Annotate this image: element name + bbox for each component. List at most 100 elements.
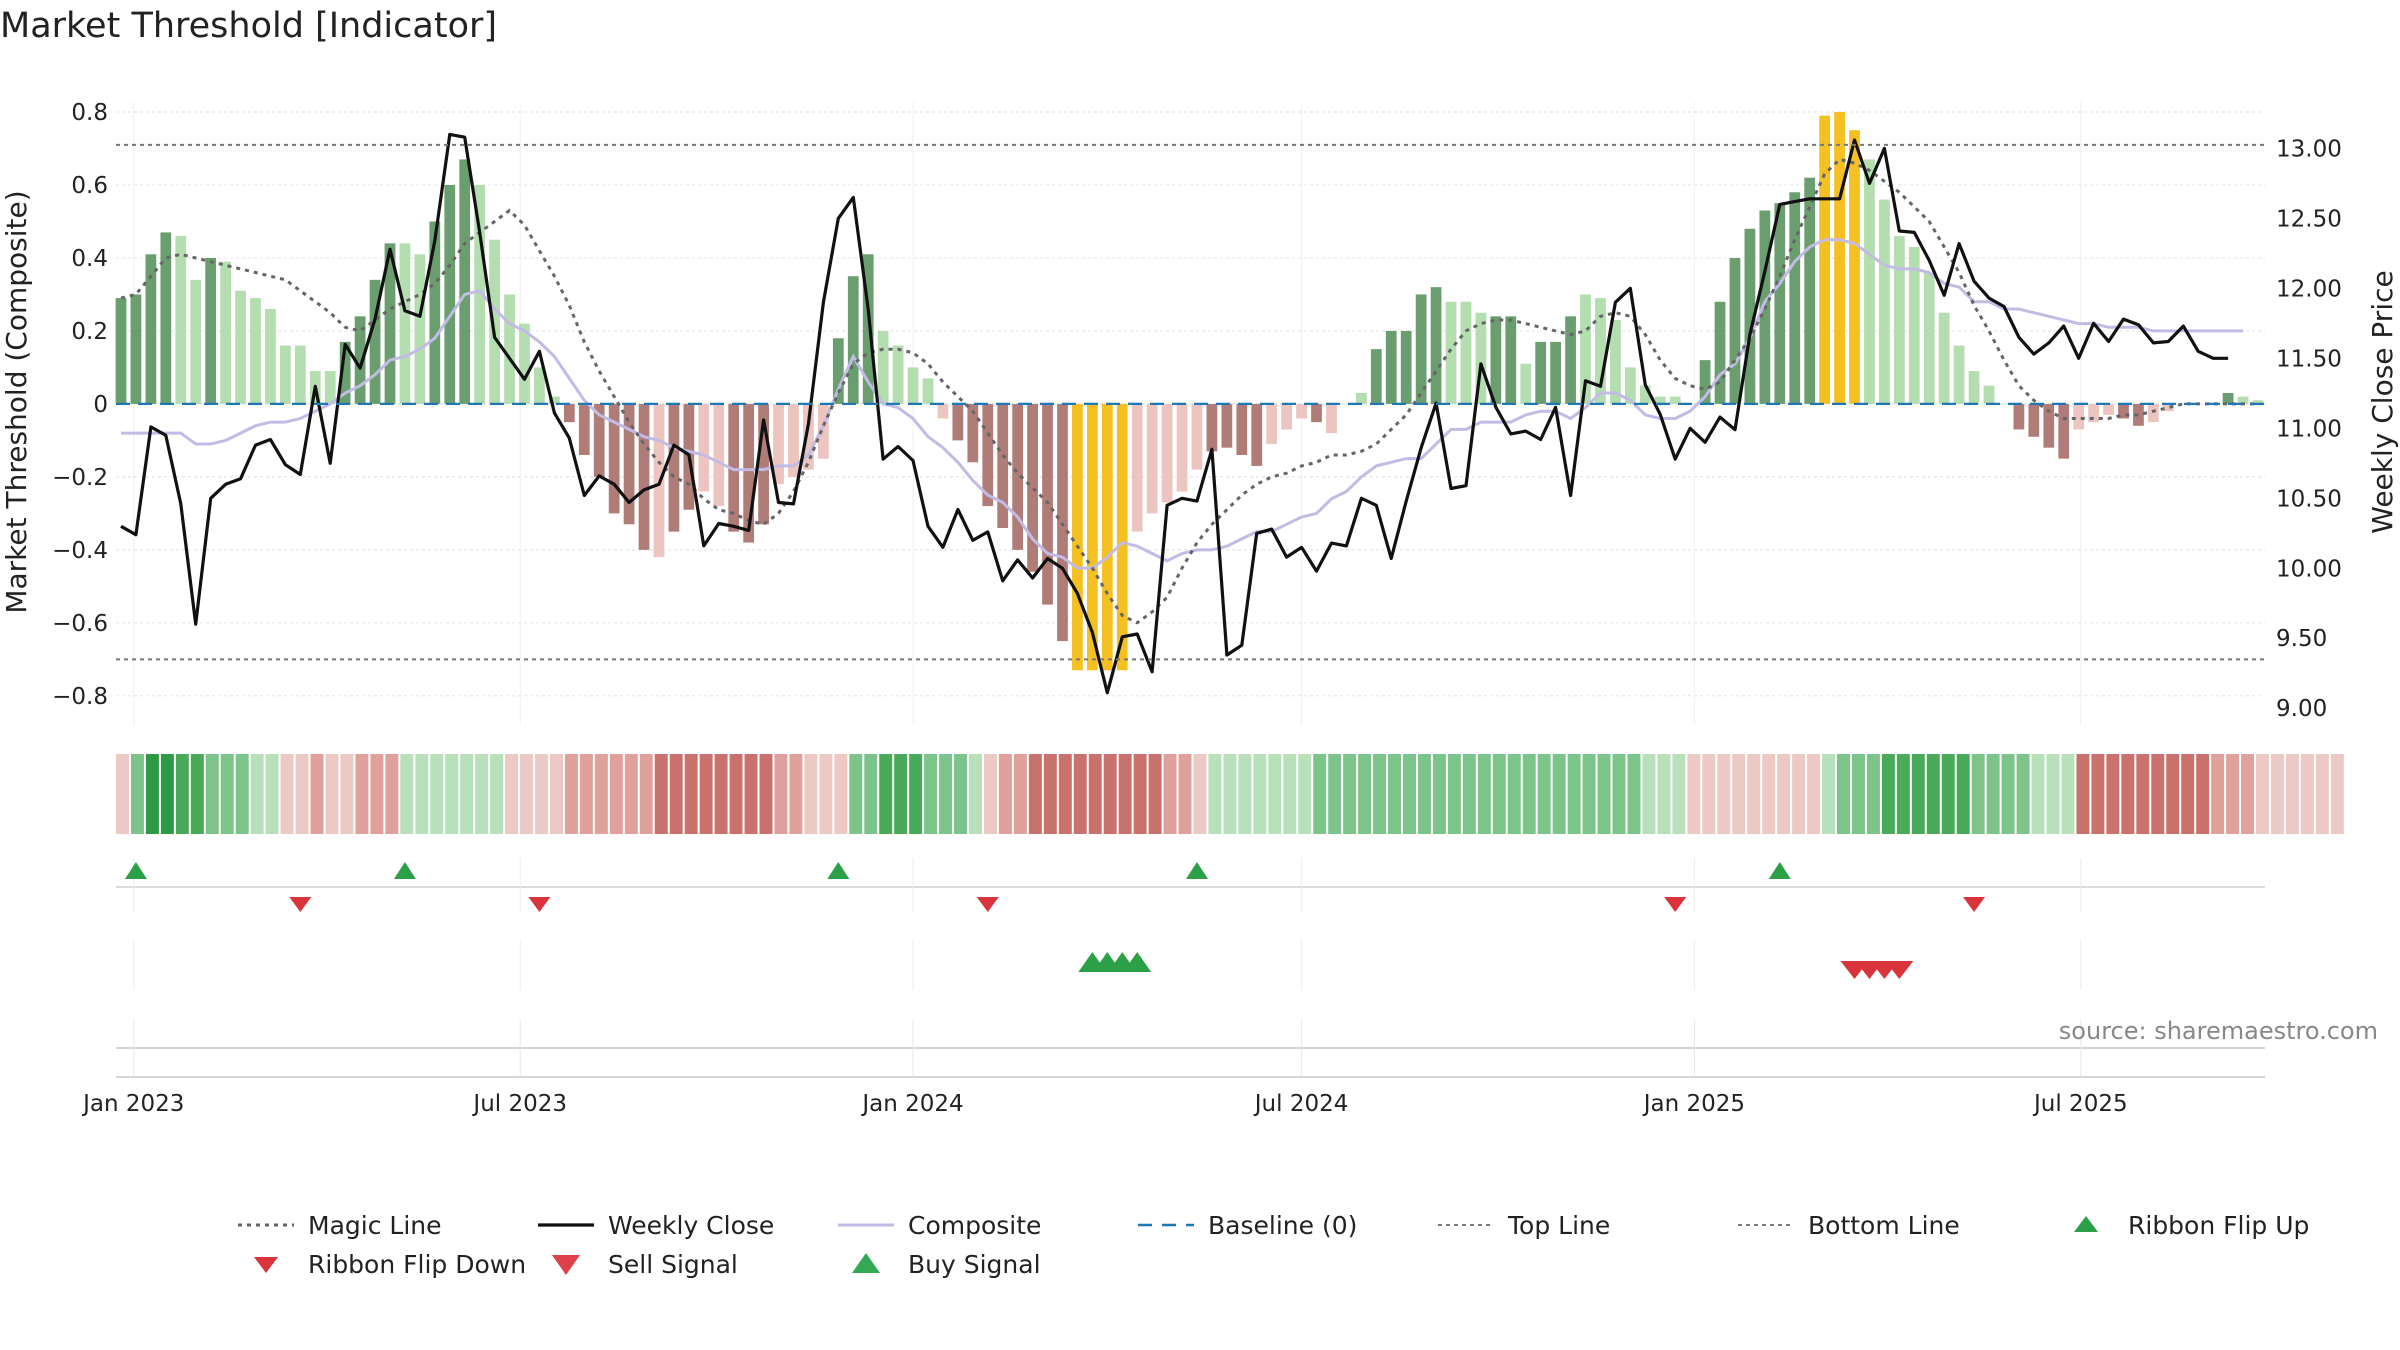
signal-panel <box>133 940 2082 990</box>
x-tick-label: Jul 2023 <box>471 1091 567 1117</box>
ribbon-cell <box>2241 754 2255 834</box>
ribbon-cell <box>280 754 294 834</box>
ribbon-flip-down-marker <box>289 897 312 912</box>
composite-bar <box>1161 403 1173 503</box>
composite-bar <box>638 403 650 550</box>
composite-bar <box>339 341 351 404</box>
composite-bar <box>997 403 1009 528</box>
legend-item: Bottom Line <box>1738 1211 1960 1240</box>
ribbon-cell <box>505 754 519 834</box>
ribbon-cell <box>1792 754 1806 834</box>
composite-bar <box>250 298 261 404</box>
ribbon-cell <box>714 754 728 834</box>
ribbon-cell <box>2330 754 2344 834</box>
ribbon-cell <box>2256 754 2269 834</box>
legend-item: Ribbon Flip Down <box>254 1250 526 1279</box>
composite-bar <box>713 403 725 507</box>
composite-bar <box>817 403 829 459</box>
ribbon-cell <box>1777 754 1791 834</box>
ribbon-cell <box>864 754 878 834</box>
composite-bar <box>1998 403 2010 405</box>
composite-bar <box>1012 403 1024 550</box>
ribbon-cell <box>1657 754 1671 834</box>
composite-bar <box>2043 403 2055 448</box>
composite-bar <box>1550 341 1562 404</box>
y2-tick-label: 9.00 <box>2276 696 2327 722</box>
composite-bar <box>1370 349 1382 404</box>
composite-bar <box>534 367 545 404</box>
ribbon-flip-up-marker <box>1185 862 1208 879</box>
y2-tick-label: 12.00 <box>2276 276 2342 302</box>
legend-label: Baseline (0) <box>1208 1211 1357 1240</box>
ribbon-cell <box>624 754 638 834</box>
composite-bar <box>1789 192 1801 404</box>
ribbon-cell <box>220 754 234 834</box>
composite-bar <box>474 184 486 404</box>
composite-bar <box>892 345 904 404</box>
composite-bar <box>1490 316 1502 404</box>
ribbon-cell <box>1612 754 1626 834</box>
composite-bar <box>459 159 471 404</box>
buy-signal-marker <box>1123 952 1152 972</box>
ribbon-cell <box>2315 754 2329 834</box>
ribbon-cell <box>1642 754 1656 834</box>
composite-bar <box>1430 287 1442 404</box>
ribbon-cell <box>924 754 938 834</box>
ribbon-cell <box>370 754 384 834</box>
ribbon-cell <box>1687 754 1701 834</box>
composite-bar <box>429 221 441 404</box>
ribbon-cell <box>1956 754 1970 834</box>
ribbon-cell <box>1178 754 1192 834</box>
composite-bar <box>235 290 246 404</box>
x-tick-label: Jan 2023 <box>81 1091 184 1117</box>
composite-bar <box>1938 312 1950 404</box>
ribbon-cell <box>1328 754 1342 834</box>
ribbon-cell <box>669 754 683 834</box>
composite-bar <box>444 184 456 404</box>
composite-bar <box>1908 247 1920 404</box>
legend-label: Composite <box>908 1211 1041 1240</box>
composite-bar <box>145 254 157 404</box>
ribbon-cell <box>250 754 264 834</box>
composite-bar <box>1923 272 1935 404</box>
composite-bar <box>1520 363 1532 404</box>
ribbon-cell <box>594 754 608 834</box>
ribbon-cell <box>1268 754 1282 834</box>
y2-tick-label: 12.50 <box>2276 206 2342 232</box>
ribbon-cell <box>849 754 863 834</box>
ribbon-cell <box>1343 754 1357 834</box>
composite-bar <box>1101 403 1113 671</box>
composite-bar <box>175 236 187 404</box>
y2-tick-label: 9.50 <box>2276 626 2327 652</box>
composite-bar <box>504 294 515 404</box>
ribbon-flip-down-marker <box>1963 897 1986 912</box>
composite-bar <box>1355 392 1367 404</box>
ribbon-cell <box>1163 754 1177 834</box>
legend: Magic Line Weekly Close Composite Baseline … <box>238 1211 2309 1279</box>
ribbon-flip-up-marker <box>393 862 416 879</box>
ribbon-cell <box>1597 754 1611 834</box>
ribbon-cell <box>894 754 908 834</box>
composite-bar <box>788 403 799 477</box>
ribbon-cell <box>1807 754 1821 834</box>
legend-label: Bottom Line <box>1808 1211 1960 1240</box>
ribbon-cell <box>520 754 534 834</box>
composite-bar <box>1341 403 1352 405</box>
ribbon-cell <box>160 754 174 834</box>
composite-bar <box>1191 403 1203 470</box>
ribbon-cell <box>2121 754 2135 834</box>
composite-bar <box>877 330 889 404</box>
legend-label: Buy Signal <box>908 1250 1041 1279</box>
ribbon-flip-up-marker <box>1768 862 1791 879</box>
composite-bar <box>967 403 979 463</box>
ribbon-cell <box>205 754 219 834</box>
composite-bar <box>608 403 620 514</box>
composite-bar <box>1326 403 1337 434</box>
ribbon-cell <box>535 754 548 834</box>
ribbon-cell <box>684 754 698 834</box>
composite-bar <box>832 338 844 404</box>
ribbon-cell <box>1118 754 1132 834</box>
ribbon-cell <box>1762 754 1776 834</box>
ribbon-cell <box>235 754 249 834</box>
ribbon-cell <box>310 754 324 834</box>
